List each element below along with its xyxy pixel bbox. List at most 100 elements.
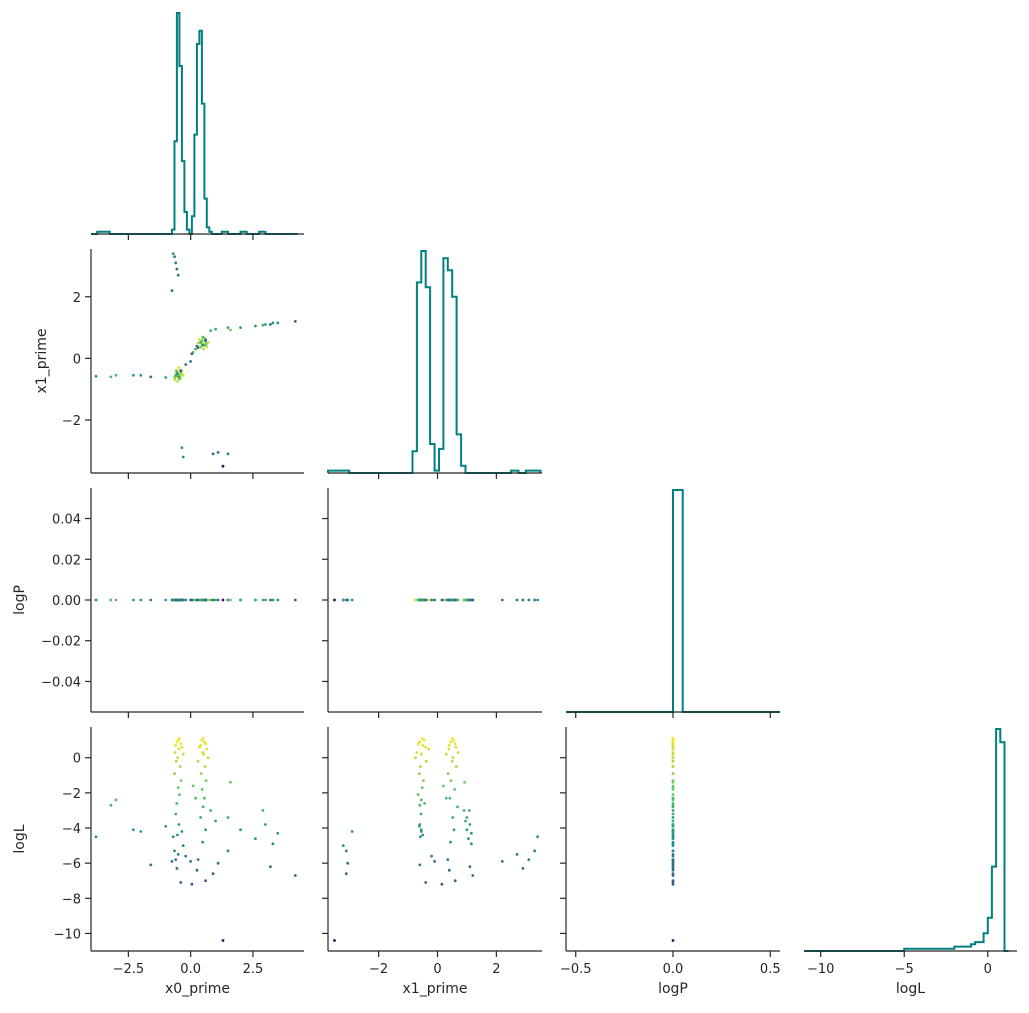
scatter-point <box>671 830 675 833</box>
scatter-point <box>175 267 179 271</box>
scatter-point <box>462 809 466 812</box>
histogram-x1_prime <box>327 250 542 474</box>
scatter-point <box>276 321 280 325</box>
scatter-point <box>533 849 536 853</box>
scatter-point <box>174 261 178 265</box>
scatter-point <box>453 742 457 746</box>
scatter-point <box>452 828 456 832</box>
scatter-point <box>427 747 431 751</box>
scatter-point <box>276 831 280 835</box>
scatter-point <box>671 796 675 800</box>
scatter-point <box>214 327 218 331</box>
scatter-point <box>109 803 113 807</box>
scatter-point <box>132 373 135 377</box>
scatter-point <box>467 837 470 840</box>
scatter-point <box>109 375 113 379</box>
y-tick-label: 0 <box>73 752 81 767</box>
scatter-point <box>176 853 180 856</box>
scatter-point <box>261 598 265 602</box>
panel-logP-logP <box>566 489 780 718</box>
scatter-point <box>204 879 208 883</box>
scatter-point <box>468 865 472 869</box>
scatter-point <box>214 598 218 602</box>
scatter-point <box>447 868 451 872</box>
scatter-point <box>199 816 203 819</box>
scatter-point <box>419 812 423 816</box>
scatter-point <box>195 344 199 348</box>
scatter-point <box>201 840 205 844</box>
scatter-point <box>671 854 675 858</box>
scatter-point <box>471 598 475 602</box>
panel-x0_prime-logP: −0.04 −0.02 0.00 0.02 0.04 <box>41 488 304 718</box>
scatter-point <box>181 373 185 377</box>
scatter-point <box>221 598 225 602</box>
y-tick-label: −6 <box>62 857 81 872</box>
scatter-point <box>471 874 475 877</box>
scatter-point <box>189 860 193 863</box>
scatter-point <box>454 745 458 749</box>
scatter-point <box>177 375 181 379</box>
scatter-point <box>527 858 531 861</box>
scatter-point <box>446 772 450 775</box>
y-tick-label: −2 <box>62 787 81 802</box>
y-tick-label: −10 <box>54 927 81 942</box>
scatter-point <box>216 598 220 602</box>
x-tick-label: 0.0 <box>663 962 684 977</box>
y-tick-label: −2 <box>62 414 81 429</box>
scatter-point <box>254 324 257 328</box>
scatter-point <box>226 816 230 819</box>
scatter-point <box>500 598 504 602</box>
scatter-point <box>181 598 185 602</box>
histogram-logP <box>566 489 780 713</box>
scatter-point <box>226 326 230 329</box>
scatter-point <box>536 835 539 839</box>
scatter-point <box>344 598 348 602</box>
scatter-point <box>199 772 203 775</box>
scatter-point <box>179 742 183 746</box>
scatter-point <box>521 867 525 870</box>
scatter-point <box>114 598 118 602</box>
scatter-point <box>671 793 675 796</box>
scatter-point <box>451 756 455 760</box>
scatter-point <box>527 598 531 602</box>
scatter-point <box>184 598 188 602</box>
scatter-point <box>179 598 183 602</box>
scatter-point <box>420 786 424 789</box>
scatter-point <box>206 341 210 344</box>
scatter-point <box>333 598 336 602</box>
scatter-point <box>448 796 452 800</box>
scatter-point <box>179 369 183 373</box>
scatter-point <box>190 352 194 356</box>
scatter-point <box>203 796 206 800</box>
scatter-point <box>132 828 135 832</box>
x-axis-label: logP <box>658 981 688 997</box>
scatter-point <box>149 598 153 602</box>
scatter-point <box>671 747 675 751</box>
scatter-point <box>221 939 225 942</box>
scatter-point <box>205 747 209 751</box>
scatter-point <box>269 323 272 326</box>
scatter-point <box>184 363 188 366</box>
scatter-point <box>415 751 419 754</box>
scatter-point <box>433 598 436 602</box>
scatter-point <box>423 802 426 805</box>
scatter-point <box>178 765 182 768</box>
scatter-point <box>179 881 183 884</box>
scatter-point <box>449 779 453 782</box>
y-axis-label: logP <box>12 585 28 615</box>
scatter-point <box>171 252 175 256</box>
scatter-point <box>422 738 426 742</box>
scatter-point <box>194 796 198 800</box>
scatter-point <box>671 816 675 819</box>
scatter-point <box>177 747 181 751</box>
scatter-point <box>419 752 423 756</box>
scatter-point <box>515 853 519 856</box>
scatter-point <box>671 874 675 877</box>
scatter-point <box>204 779 208 782</box>
scatter-point <box>424 759 428 763</box>
scatter-point <box>181 844 185 847</box>
scatter-point <box>422 779 425 782</box>
scatter-point <box>671 868 675 872</box>
scatter-point <box>261 809 265 812</box>
